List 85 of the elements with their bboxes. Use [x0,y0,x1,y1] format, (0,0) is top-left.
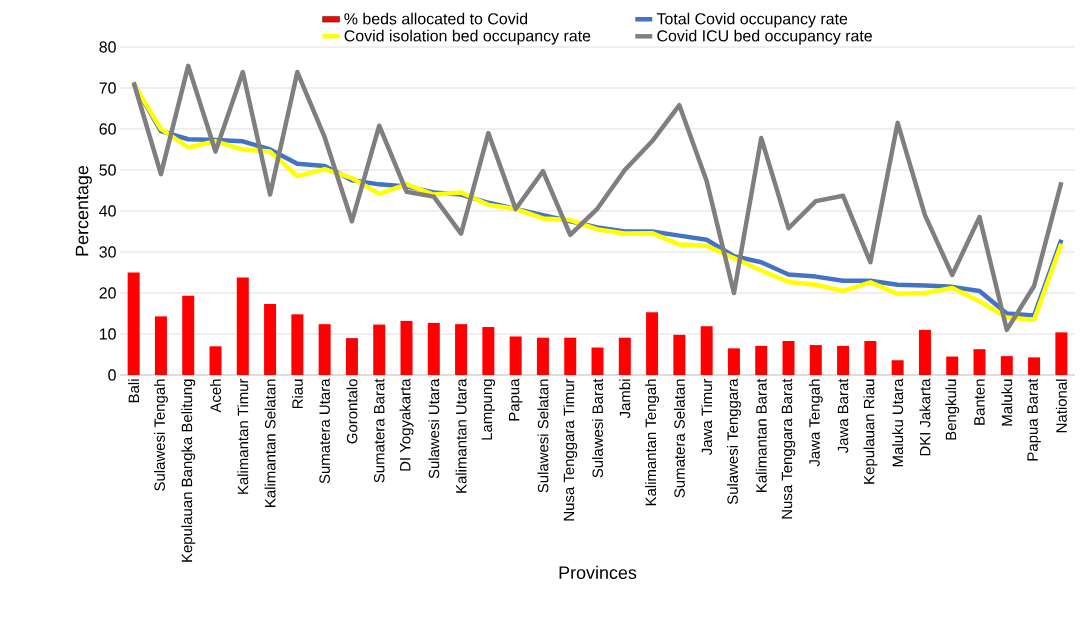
bar [564,337,577,375]
x-tick-label: Kalimantan Utara [455,378,467,493]
y-tick-label: 40 [99,205,116,217]
x-tick-label: Sulawesi Tengah [153,379,168,491]
x-tick-label: DKI Jakarta [919,378,931,456]
bar [509,336,522,375]
x-tick-label: Nusa Tenggara Timur [563,378,578,521]
bar [345,338,358,375]
bar [946,356,959,375]
x-tick-label: Bengkulu [945,379,960,440]
bar [591,347,604,375]
x-tick-label: Lampung [481,379,496,440]
bar [182,295,195,375]
y-tick-label: 10 [99,328,116,340]
bar [536,337,549,375]
x-tick-label: Sumatera Utara [319,378,330,484]
bar [646,312,659,375]
y-tick-label: 70 [99,82,116,94]
bar [618,337,631,375]
bar [154,316,167,375]
bar [1055,332,1068,375]
bar [755,345,768,375]
bar [837,345,850,375]
x-tick-label: Bali [128,379,140,403]
bar [291,314,304,375]
bar [482,327,495,375]
x-tick-label: Sulawesi Barat [592,378,603,478]
x-tick-label: Nusa Tenggara Barat [781,378,796,519]
y-tick-label: 60 [99,123,116,135]
x-tick-label: Sumatera Selatan [673,379,685,498]
bar [727,348,740,375]
legend-label: % beds allocated to Covid [344,12,528,25]
x-tick-label: Sumatera Barat [373,378,385,483]
x-tick-label: National [1055,379,1067,433]
x-tick-label: Kalimantan Selatan [264,379,276,507]
x-axis-title: Provinces [559,565,637,579]
x-tick-label: Sulawesi Utara [428,378,440,479]
y-tick-label: 80 [99,41,116,53]
x-tick-label: Aceh [210,379,221,413]
x-tick-label: Kalimantan Barat [755,378,767,492]
y-tick-label: 0 [108,369,116,381]
bar [400,320,413,375]
bar [236,277,249,375]
bar [318,324,331,375]
bar [264,304,277,375]
bar [700,326,713,375]
bar [864,340,877,375]
x-tick-label: Sulawesi Selatan [537,379,549,493]
x-tick-label: Papua [508,378,523,421]
x-tick-label: Sulawesi Tenggara [726,378,741,505]
bar [427,322,440,375]
y-tick-label: 50 [99,164,116,176]
bar [1000,356,1013,375]
bar [918,329,931,375]
x-tick-label: Kepulauan Riau [863,379,878,484]
bar [891,360,904,375]
x-tick-label: Riau [291,379,303,409]
y-tick-label: 20 [99,287,116,299]
bar [782,340,795,375]
legend-label: Covid isolation bed occupancy rate [344,29,591,45]
x-tick-label: Papua Barat [1027,378,1041,461]
bar [455,324,468,375]
y-axis-title: Percentage [75,165,92,256]
bar [673,334,686,375]
bar [209,346,222,375]
bar [809,345,822,375]
x-tick-label: Banten [974,379,985,425]
bar [127,272,140,375]
x-tick-label: Gorontalo [346,379,358,444]
y-tick-label: 30 [99,246,116,258]
x-tick-label: Jambi [619,379,631,419]
bar [1028,357,1041,375]
x-tick-label: Jawa Tengah [808,379,823,467]
x-tick-label: Maluku Utara [892,378,904,467]
x-tick-label: Maluku [1001,379,1013,426]
x-tick-label: Jawa Timur [701,378,713,455]
x-tick-label: Kalimantan Timur [237,378,249,494]
x-tick-label: DI Yogyakarta [399,378,414,471]
bar [373,324,386,375]
legend-label: Covid ICU bed occupancy rate [657,29,872,45]
legend-label: Total Covid occupancy rate [656,12,848,28]
x-tick-label: Kalimantan Tengah [645,379,660,506]
x-tick-label: Jawa Barat [837,378,849,454]
bar [973,349,986,375]
x-tick-label: Kepulauan Bangka Belitung [181,379,196,562]
